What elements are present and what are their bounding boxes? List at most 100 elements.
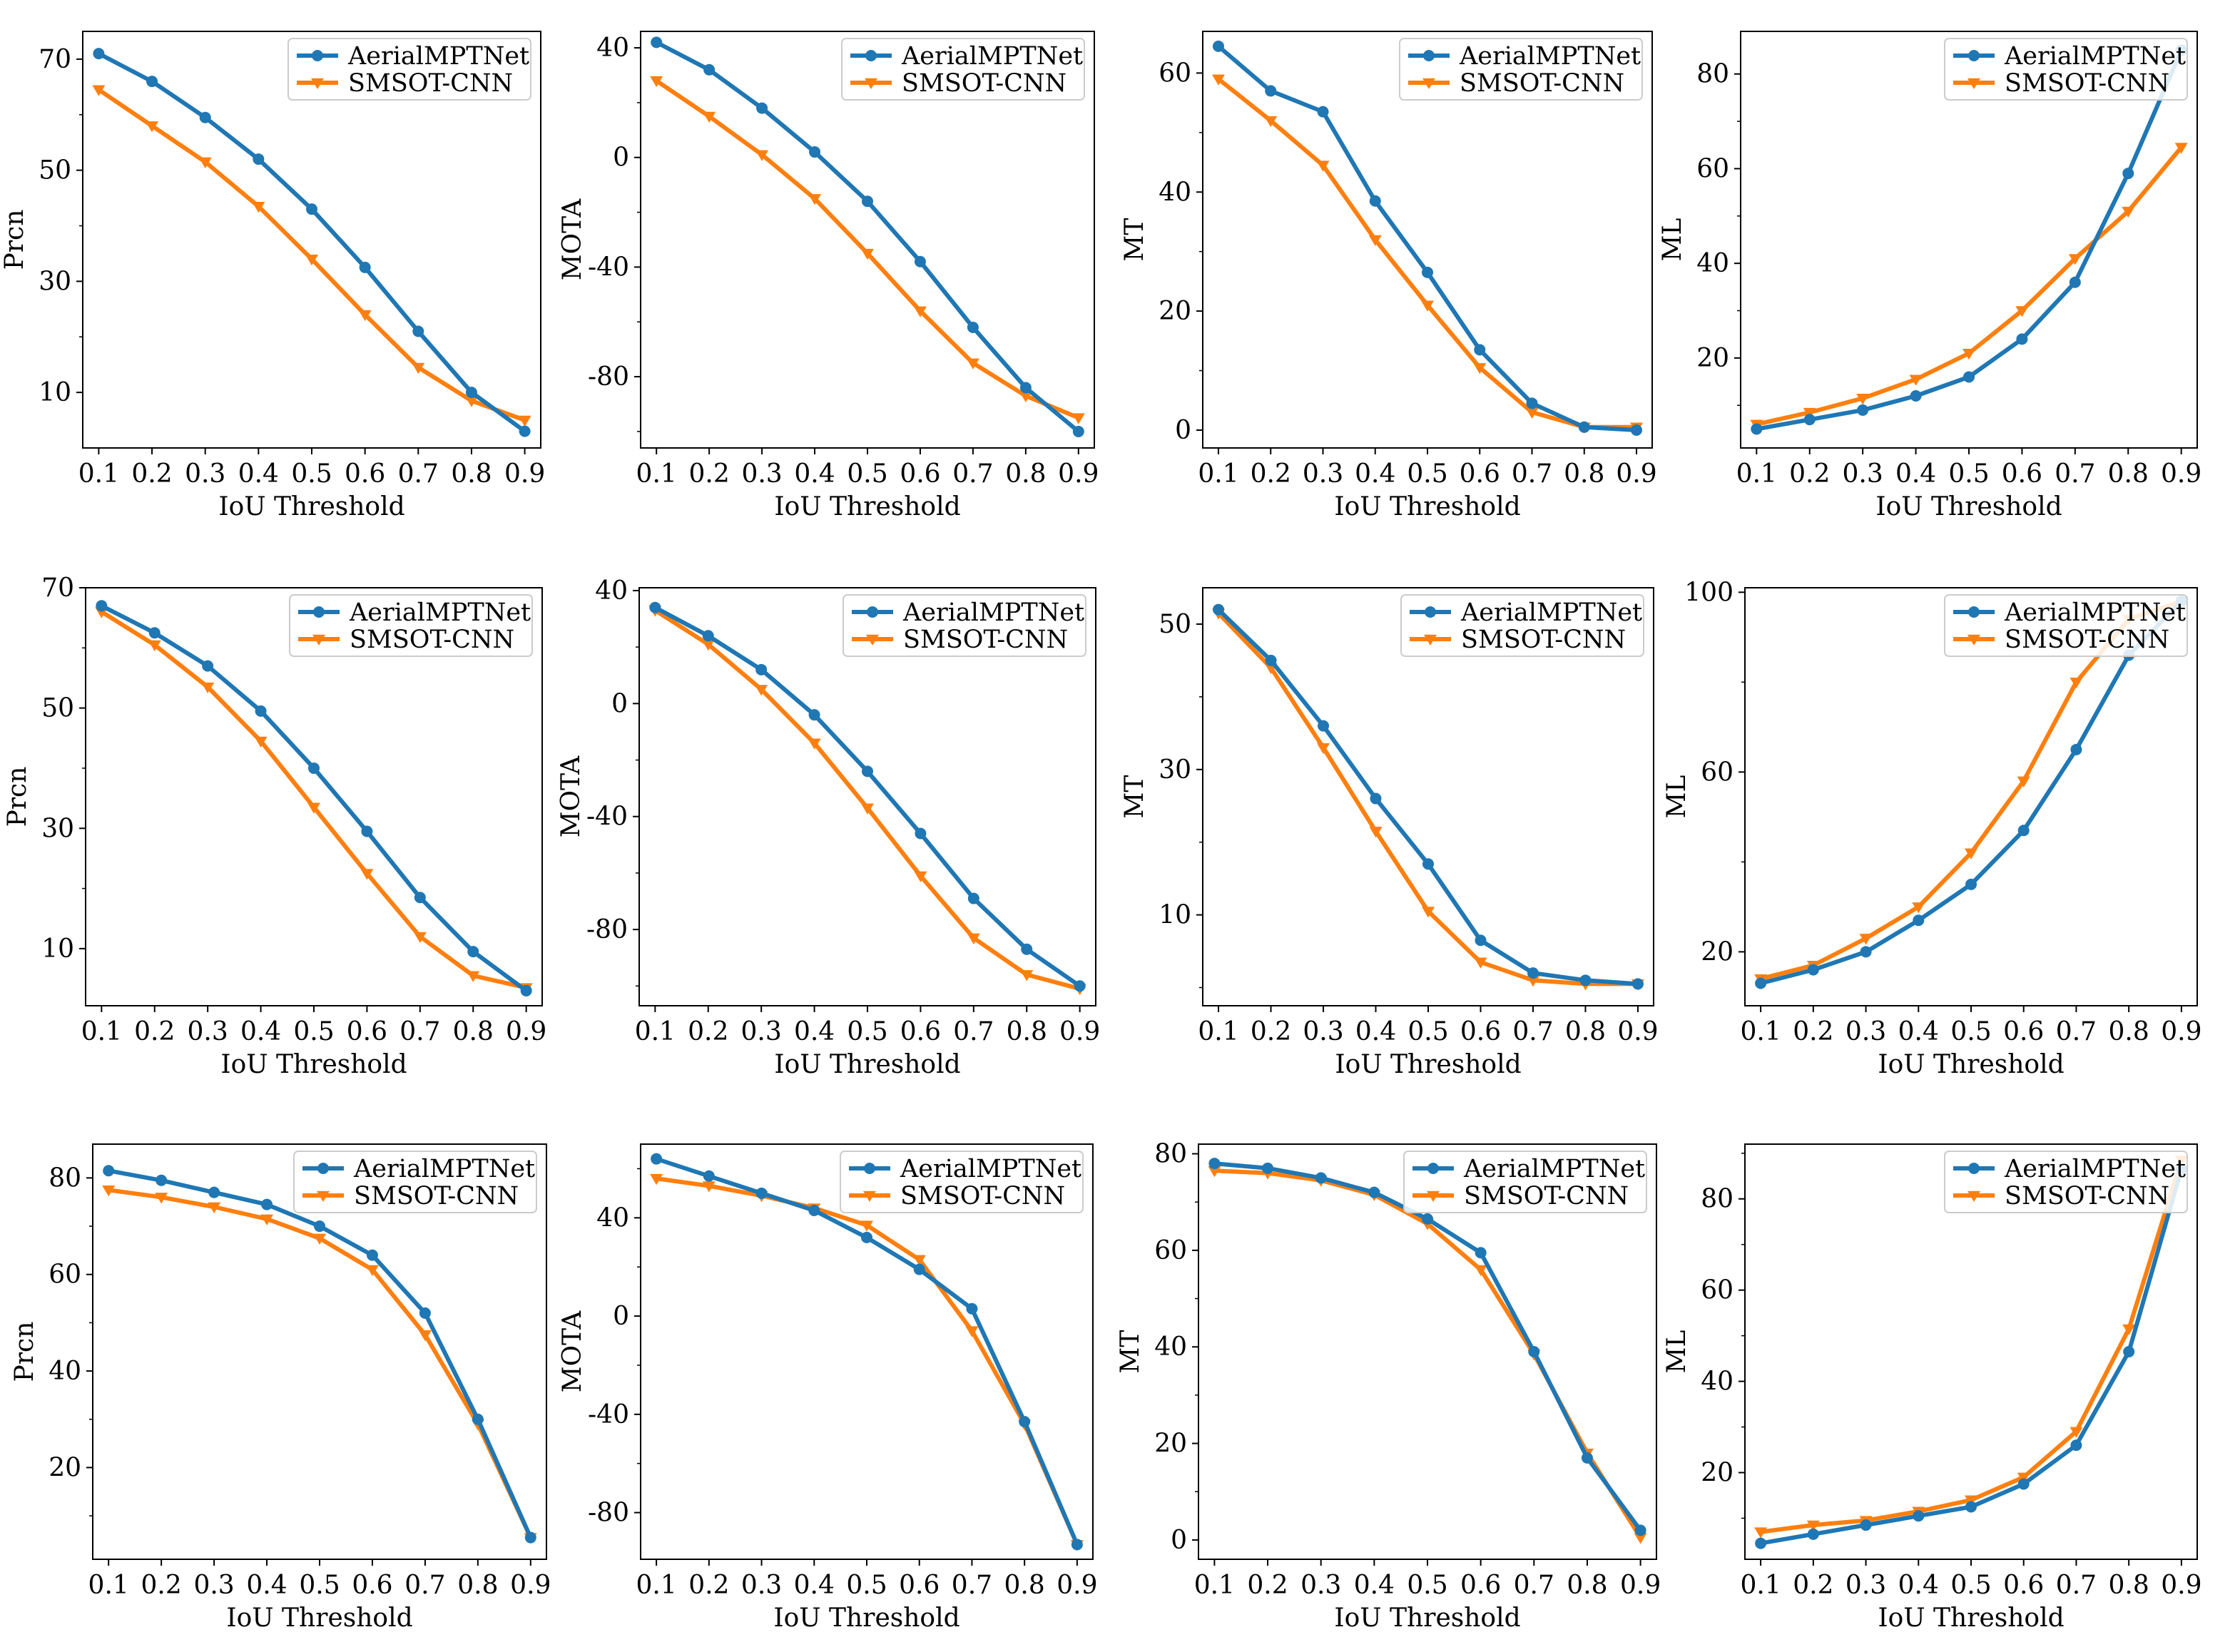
smsot-cnn-point bbox=[808, 194, 822, 205]
smsot-cnn-point bbox=[2070, 1427, 2083, 1438]
y-axis-label: Prcn bbox=[0, 210, 29, 270]
smsot-cnn-point bbox=[360, 869, 374, 880]
smsot-cnn-point bbox=[1962, 348, 1975, 360]
aerialmptnet-point bbox=[702, 630, 714, 642]
legend-marker-triangle bbox=[312, 634, 325, 646]
smsot-cnn-point bbox=[2015, 306, 2029, 317]
aerialmptnet-point bbox=[93, 48, 105, 60]
smsot-cnn-point bbox=[861, 248, 874, 260]
x-tick-label: 0.3 bbox=[1846, 1017, 1886, 1046]
x-axis-label: IoU Threshold bbox=[1335, 1050, 1521, 1079]
aerialmptnet-point bbox=[2070, 743, 2082, 755]
aerialmptnet-point bbox=[1581, 1452, 1593, 1464]
legend-marker-circle bbox=[867, 606, 878, 618]
smsot-cnn-point bbox=[208, 1202, 221, 1213]
smsot-cnn-point bbox=[413, 932, 427, 944]
y-tick-label: 80 bbox=[1696, 60, 1729, 89]
aerialmptnet-point bbox=[1019, 382, 1032, 394]
smsot-cnn-point bbox=[1019, 391, 1032, 402]
aerialmptnet-point bbox=[366, 1249, 378, 1261]
y-tick-label: 60 bbox=[1701, 1276, 1734, 1305]
x-tick-label: 0.1 bbox=[636, 1571, 676, 1600]
x-tick-label: 0.1 bbox=[1736, 459, 1777, 489]
x-tick-label: 0.1 bbox=[1198, 1017, 1238, 1046]
series-line-smsot-cnn bbox=[1760, 1159, 2184, 1534]
legend-marker-circle bbox=[1968, 50, 1980, 61]
smsot-cnn-point bbox=[1856, 394, 1870, 405]
x-axis-label: IoU Threshold bbox=[773, 1603, 959, 1633]
x-tick-label: 0.5 bbox=[299, 1571, 340, 1600]
aerialmptnet-point bbox=[1369, 195, 1381, 207]
y-tick-label: 60 bbox=[1159, 58, 1191, 88]
legend-box bbox=[1944, 1151, 2188, 1213]
x-tick-label: 0.3 bbox=[1846, 1571, 1886, 1600]
y-tick-label: 60 bbox=[49, 1260, 81, 1290]
aerialmptnet-point bbox=[1318, 720, 1330, 732]
aerialmptnet-point bbox=[412, 325, 424, 337]
x-tick-label: 0.2 bbox=[1247, 1571, 1288, 1600]
y-tick-label: 70 bbox=[39, 45, 71, 74]
aerialmptnet-point bbox=[2016, 333, 2028, 345]
x-tick-label: 0.4 bbox=[794, 1017, 835, 1046]
y-axis-label: MT bbox=[1116, 1330, 1145, 1374]
panel-11: 0.1 0.2 0.3 0.4 0.5 0.6 0.7 0.8 0.9 0 20 40 60 80 IoU … bbox=[1116, 1140, 1661, 1633]
smsot-cnn-point bbox=[913, 306, 927, 317]
y-tick-label: 30 bbox=[41, 814, 74, 843]
aerialmptnet-point bbox=[1527, 967, 1539, 979]
smsot-cnn-point bbox=[412, 362, 425, 374]
y-tick-label: 30 bbox=[1159, 755, 1191, 785]
legend-label: AerialMPTNet bbox=[2004, 42, 2186, 71]
x-axis-label: IoU Threshold bbox=[774, 1050, 960, 1079]
x-tick-label: 0.4 bbox=[794, 1571, 835, 1600]
x-tick-label: 0.8 bbox=[1007, 1017, 1047, 1046]
smsot-cnn-point bbox=[1754, 1527, 1768, 1539]
legend-label: SMSOT-CNN bbox=[350, 626, 514, 654]
x-tick-label: 0.2 bbox=[141, 1571, 182, 1600]
aerialmptnet-point bbox=[519, 425, 531, 437]
aerialmptnet-point bbox=[1965, 1501, 1977, 1513]
smsot-cnn-point bbox=[1806, 1520, 1820, 1532]
panel-7: 0.1 0.2 0.3 0.4 0.5 0.6 0.7 0.8 0.9 10 30 50 IoU Thr… bbox=[1120, 587, 1659, 1079]
x-tick-label: 0.3 bbox=[741, 459, 782, 489]
aerialmptnet-point bbox=[306, 203, 317, 215]
legend-marker-triangle bbox=[1967, 1190, 1980, 1202]
smsot-cnn-point bbox=[1020, 970, 1034, 981]
x-tick-label: 0.8 bbox=[1567, 1571, 1607, 1600]
legend-marker-circle bbox=[1425, 606, 1436, 618]
smsot-cnn-point bbox=[2122, 1324, 2136, 1336]
aerialmptnet-point bbox=[1631, 978, 1644, 990]
y-tick-label: 0 bbox=[1175, 416, 1191, 445]
smsot-cnn-point bbox=[1803, 407, 1816, 419]
x-tick-label: 0.4 bbox=[1354, 1571, 1395, 1600]
aerialmptnet-point bbox=[808, 1204, 820, 1216]
x-tick-label: 0.1 bbox=[1198, 459, 1238, 489]
aerialmptnet-point bbox=[1475, 934, 1487, 947]
aerialmptnet-point bbox=[966, 1302, 978, 1315]
y-tick-label: 80 bbox=[1701, 1185, 1734, 1214]
legend-box bbox=[841, 38, 1085, 101]
series-line-aerialmptnet bbox=[653, 606, 1081, 988]
smsot-cnn-point bbox=[518, 415, 531, 427]
aerialmptnet-point bbox=[1755, 1537, 1767, 1549]
x-tick-label: 0.3 bbox=[741, 1571, 782, 1600]
smsot-cnn-point bbox=[703, 111, 716, 123]
smsot-cnn-point bbox=[2017, 776, 2030, 787]
aerialmptnet-point bbox=[1755, 977, 1767, 989]
aerialmptnet-point bbox=[967, 321, 979, 333]
aerialmptnet-point bbox=[419, 1307, 431, 1319]
smsot-cnn-point bbox=[702, 1181, 716, 1193]
x-tick-label: 0.4 bbox=[1898, 1571, 1939, 1600]
x-axis-label: IoU Threshold bbox=[1875, 492, 2062, 521]
aerialmptnet-point bbox=[1315, 1172, 1327, 1184]
y-axis-label: Prcn bbox=[10, 1322, 39, 1382]
smsot-cnn-point bbox=[1912, 902, 1925, 914]
smsot-cnn-point bbox=[1211, 74, 1225, 86]
x-tick-label: 0.6 bbox=[1460, 1017, 1501, 1046]
aerialmptnet-point bbox=[913, 1263, 925, 1275]
x-tick-label: 0.1 bbox=[636, 459, 677, 489]
smsot-cnn-point bbox=[755, 685, 768, 696]
